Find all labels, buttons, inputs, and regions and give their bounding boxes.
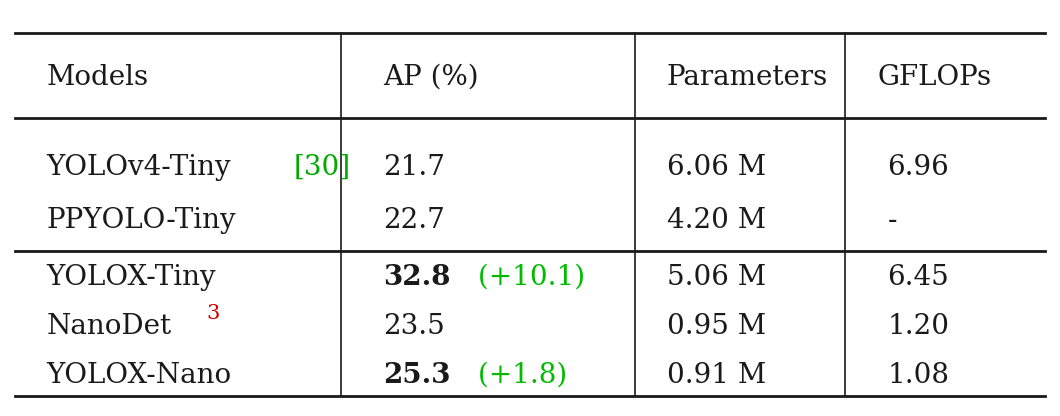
Text: GFLOPs: GFLOPs bbox=[877, 64, 991, 91]
Text: AP (%): AP (%) bbox=[383, 64, 478, 91]
Text: [30]: [30] bbox=[294, 154, 351, 181]
Text: 3: 3 bbox=[207, 305, 219, 324]
Text: 23.5: 23.5 bbox=[383, 313, 444, 340]
Text: 1.20: 1.20 bbox=[887, 313, 950, 340]
Text: 0.95 M: 0.95 M bbox=[667, 313, 765, 340]
Text: 21.7: 21.7 bbox=[383, 154, 445, 181]
Text: 6.45: 6.45 bbox=[887, 264, 950, 291]
Text: YOLOX-Tiny: YOLOX-Tiny bbox=[47, 264, 216, 291]
Text: Parameters: Parameters bbox=[667, 64, 828, 91]
Text: 32.8: 32.8 bbox=[383, 264, 450, 291]
Text: (+1.8): (+1.8) bbox=[470, 362, 567, 389]
Text: 0.91 M: 0.91 M bbox=[667, 362, 766, 389]
Text: Models: Models bbox=[47, 64, 148, 91]
Text: 4.20 M: 4.20 M bbox=[667, 207, 765, 234]
Text: PPYOLO-Tiny: PPYOLO-Tiny bbox=[47, 207, 236, 234]
Text: 6.06 M: 6.06 M bbox=[667, 154, 765, 181]
Text: NanoDet: NanoDet bbox=[47, 313, 172, 340]
Text: YOLOX-Nano: YOLOX-Nano bbox=[47, 362, 231, 389]
Text: 1.08: 1.08 bbox=[887, 362, 950, 389]
Text: (+10.1): (+10.1) bbox=[470, 264, 585, 291]
Text: -: - bbox=[887, 207, 897, 234]
Text: 25.3: 25.3 bbox=[383, 362, 450, 389]
Text: 5.06 M: 5.06 M bbox=[667, 264, 765, 291]
Text: 6.96: 6.96 bbox=[887, 154, 950, 181]
Text: YOLOv4-Tiny: YOLOv4-Tiny bbox=[47, 154, 240, 181]
Text: 22.7: 22.7 bbox=[383, 207, 444, 234]
